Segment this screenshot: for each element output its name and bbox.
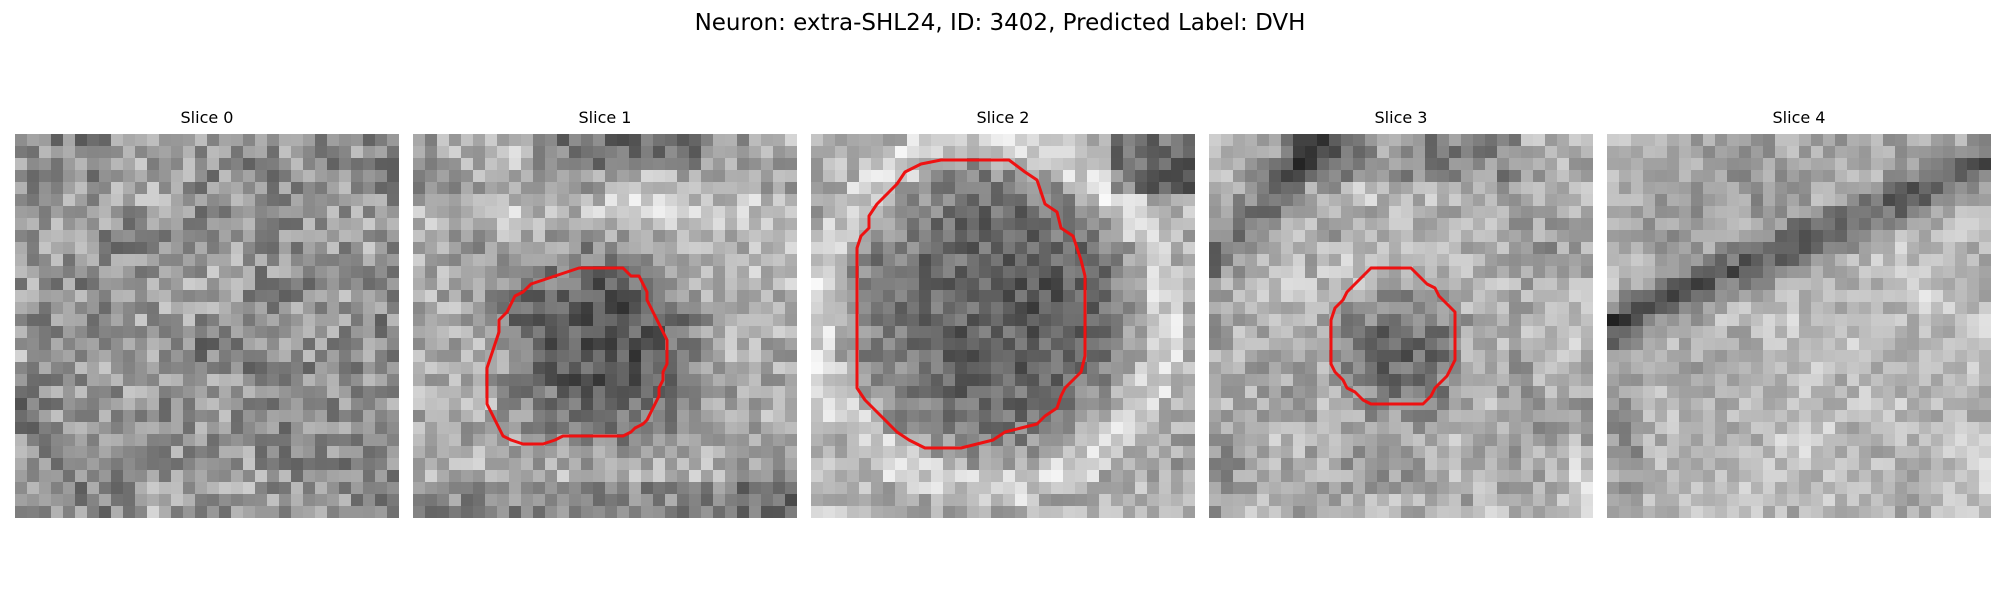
neuron-contour	[855, 158, 1087, 450]
neuron-contour	[485, 266, 669, 446]
slice-panel-1: Slice 1	[413, 108, 797, 518]
slice-image	[1607, 134, 1991, 518]
neuron-contour	[1329, 266, 1457, 406]
slice-panel-3: Slice 3	[1209, 108, 1593, 518]
slice-image	[413, 134, 797, 518]
slice-title: Slice 0	[180, 108, 234, 127]
slice-title: Slice 1	[578, 108, 632, 127]
slice-title: Slice 3	[1374, 108, 1428, 127]
slice-image	[15, 134, 399, 518]
slice-image	[811, 134, 1195, 518]
slice-panel-0: Slice 0	[15, 108, 399, 518]
slice-title: Slice 4	[1772, 108, 1826, 127]
slice-panel-2: Slice 2	[811, 108, 1195, 518]
slice-panel-4: Slice 4	[1607, 108, 1991, 518]
slice-title: Slice 2	[976, 108, 1030, 127]
figure-title: Neuron: extra-SHL24, ID: 3402, Predicted…	[694, 10, 1306, 36]
slice-image	[1209, 134, 1593, 518]
